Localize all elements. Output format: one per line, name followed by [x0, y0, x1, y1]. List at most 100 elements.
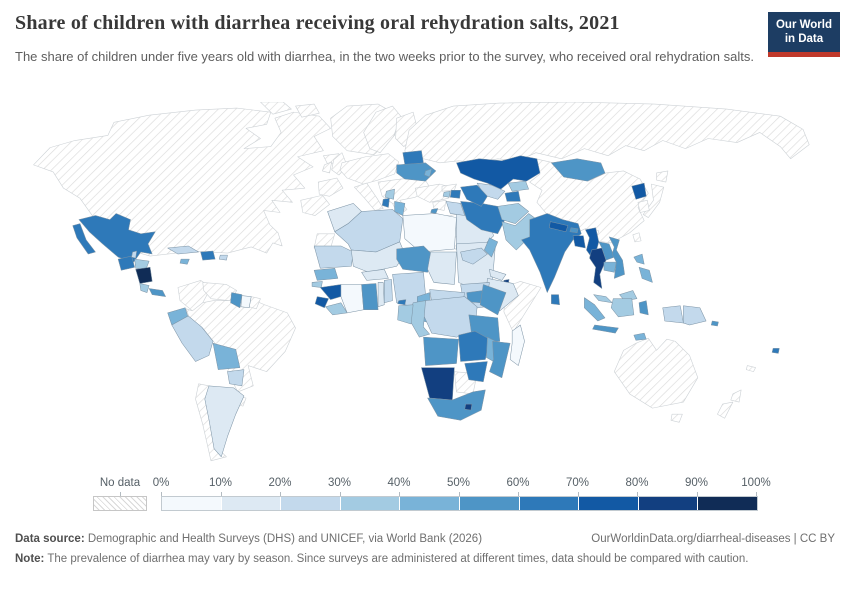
country-mongolia[interactable]	[551, 158, 606, 182]
legend-segment-7[interactable]	[579, 497, 639, 510]
country-panama[interactable]	[148, 288, 166, 297]
country-niger[interactable]	[396, 245, 435, 273]
country-fiji[interactable]	[771, 348, 780, 354]
country-guatemala[interactable]	[117, 255, 135, 271]
country-solomon-islands[interactable]	[710, 320, 719, 327]
legend-segment-6[interactable]	[519, 497, 580, 510]
country-guyana[interactable]	[230, 292, 243, 309]
country-china[interactable]	[529, 158, 649, 244]
country-tasmania[interactable]	[670, 413, 683, 423]
country-laos[interactable]	[598, 241, 615, 261]
country-burkina-faso[interactable]	[361, 269, 389, 281]
country-sri-lanka[interactable]	[551, 294, 560, 305]
legend-segment-3[interactable]	[340, 497, 401, 510]
country-belize[interactable]	[131, 250, 137, 259]
country-madagascar[interactable]	[509, 324, 525, 366]
country-france[interactable]	[317, 177, 344, 197]
country-angola[interactable]	[423, 336, 459, 366]
country-taiwan[interactable]	[632, 232, 642, 243]
country-yemen[interactable]	[460, 247, 488, 265]
country-mexico[interactable]	[72, 213, 156, 263]
country-hispaniola[interactable]	[200, 250, 216, 261]
country-iran[interactable]	[460, 201, 506, 235]
country-new-zealand-south[interactable]	[717, 401, 734, 419]
country-paraguay[interactable]	[227, 369, 245, 387]
country-serbia[interactable]	[385, 188, 395, 200]
country-eritrea[interactable]	[489, 269, 507, 281]
country-vietnam[interactable]	[608, 236, 625, 279]
legend-segment-5[interactable]	[459, 497, 520, 510]
country-lesotho[interactable]	[464, 403, 473, 411]
country-mozambique[interactable]	[489, 340, 511, 378]
country-indonesia-java[interactable]	[592, 324, 619, 334]
owid-logo[interactable]: Our World in Data	[767, 12, 840, 57]
legend-segment-4[interactable]	[400, 497, 460, 510]
country-south-korea[interactable]	[637, 200, 650, 213]
country-moldova[interactable]	[424, 168, 432, 178]
country-italy[interactable]	[354, 182, 384, 211]
country-namibia[interactable]	[421, 367, 455, 401]
country-equatorial-guinea[interactable]	[397, 299, 407, 305]
country-libya[interactable]	[402, 213, 457, 253]
legend-segment-1[interactable]	[221, 497, 282, 510]
country-belarus[interactable]	[402, 150, 424, 166]
country-north-korea[interactable]	[631, 182, 647, 200]
country-azerbaijan[interactable]	[450, 189, 461, 199]
country-ukraine[interactable]	[396, 162, 437, 182]
country-suriname[interactable]	[240, 295, 252, 309]
country-armenia[interactable]	[442, 190, 451, 198]
attribution-link[interactable]: OurWorldinData.org/diarrheal-diseases | …	[591, 533, 835, 545]
country-cote-divoire[interactable]	[340, 284, 364, 314]
country-south-africa[interactable]	[427, 389, 486, 421]
country-cambodia[interactable]	[603, 261, 617, 273]
legend-segment-9[interactable]	[698, 497, 757, 510]
country-iberia[interactable]	[300, 194, 330, 216]
country-syria[interactable]	[432, 200, 447, 211]
country-mauritania[interactable]	[313, 245, 354, 269]
country-chad[interactable]	[427, 251, 457, 285]
country-indonesia-kalimantan[interactable]	[610, 298, 635, 318]
country-bolivia[interactable]	[212, 343, 241, 370]
country-puerto-rico[interactable]	[218, 254, 228, 261]
country-thailand[interactable]	[589, 247, 607, 289]
country-peru[interactable]	[171, 315, 214, 362]
country-gabon[interactable]	[397, 304, 414, 325]
legend-segment-2[interactable]	[281, 497, 341, 510]
country-togo[interactable]	[377, 282, 385, 308]
country-nicaragua[interactable]	[135, 266, 153, 284]
country-afghanistan[interactable]	[497, 203, 529, 224]
country-oman[interactable]	[484, 237, 498, 258]
country-tajikistan[interactable]	[504, 190, 521, 202]
country-zimbabwe[interactable]	[464, 361, 488, 383]
country-senegal[interactable]	[313, 267, 339, 281]
legend-segment-0[interactable]	[162, 497, 222, 510]
country-indonesia-sulawesi[interactable]	[638, 300, 649, 316]
country-argentina[interactable]	[204, 385, 245, 458]
country-iraq[interactable]	[445, 201, 465, 216]
country-kazakhstan[interactable]	[456, 155, 541, 190]
country-kenya[interactable]	[479, 284, 507, 316]
country-cyprus[interactable]	[430, 208, 439, 214]
country-timor[interactable]	[633, 332, 647, 341]
country-russia[interactable]	[404, 101, 810, 164]
country-costa-rica[interactable]	[139, 283, 150, 293]
legend-no-data[interactable]: No data	[93, 477, 147, 511]
country-albania[interactable]	[381, 198, 390, 208]
country-sierra-leone[interactable]	[314, 296, 329, 309]
country-cuba[interactable]	[167, 245, 199, 255]
country-nepal[interactable]	[549, 221, 569, 233]
country-guinea-bissau[interactable]	[311, 281, 323, 288]
country-ghana[interactable]	[361, 283, 379, 311]
country-central-europe[interactable]	[339, 153, 400, 185]
country-australia[interactable]	[613, 337, 699, 409]
country-indonesia-papua[interactable]	[662, 305, 684, 324]
country-benin[interactable]	[384, 279, 393, 303]
country-papua-new-guinea[interactable]	[683, 305, 707, 326]
country-new-zealand-north[interactable]	[730, 389, 742, 403]
country-arctic-island-2[interactable]	[295, 103, 320, 118]
legend-segment-8[interactable]	[638, 497, 699, 510]
country-india[interactable]	[521, 213, 582, 293]
country-philippines[interactable]	[633, 253, 653, 283]
country-ireland[interactable]	[322, 161, 332, 174]
country-jamaica[interactable]	[179, 258, 190, 265]
